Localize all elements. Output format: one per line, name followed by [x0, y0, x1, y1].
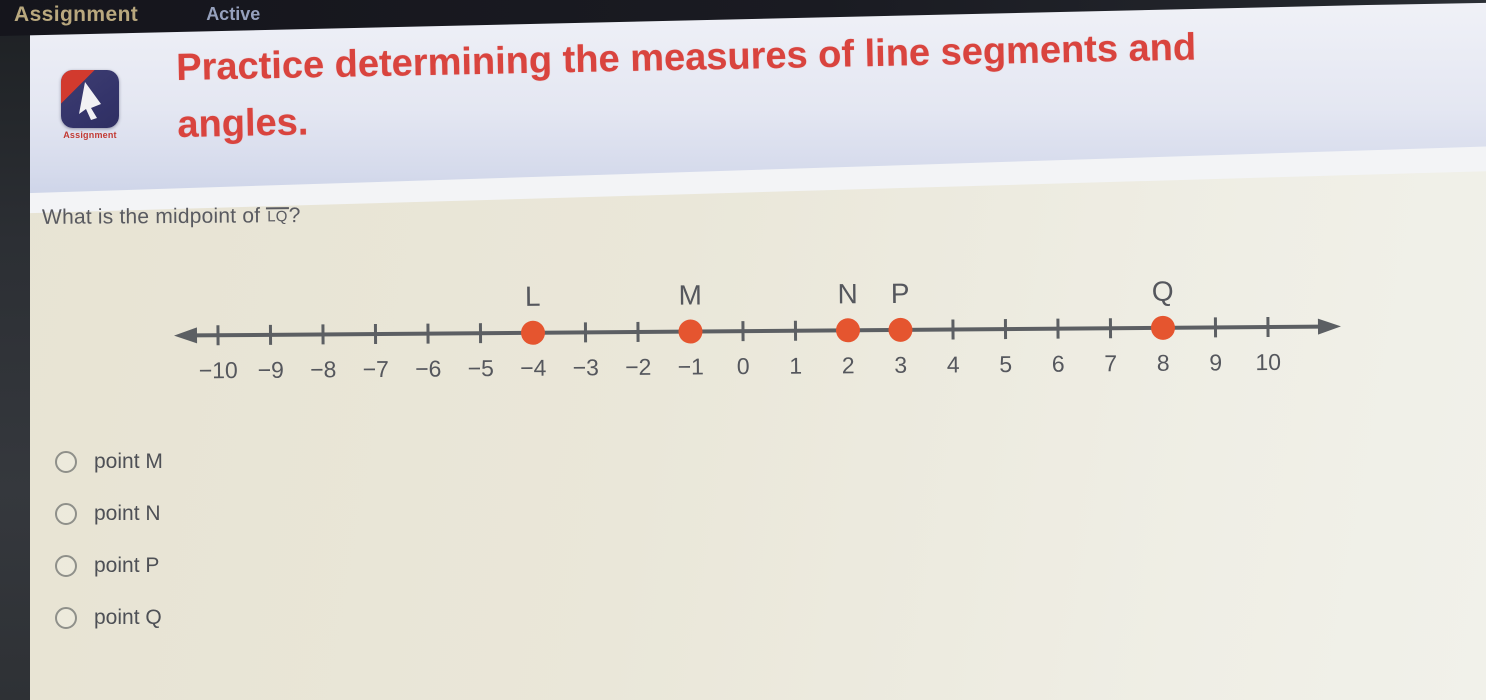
option-point-n[interactable]: point N — [55, 488, 163, 540]
question-text: What is the midpoint of LQ? — [42, 204, 301, 230]
question-prefix: What is the midpoint of — [41, 204, 267, 229]
point-label-L: L — [525, 281, 541, 312]
tick-label--1: −1 — [678, 353, 704, 379]
axis-arrow-left — [174, 327, 198, 344]
tick-label--2: −2 — [625, 354, 651, 380]
axis-arrow-right — [1317, 318, 1341, 335]
point-dot-Q — [1150, 315, 1175, 340]
option-label-point-n[interactable]: point N — [94, 502, 161, 525]
tick-label--8: −8 — [310, 356, 336, 382]
cursor-icon — [79, 82, 101, 120]
top-bar-active-status: Active — [206, 4, 261, 24]
option-label-point-m[interactable]: point M — [94, 450, 163, 473]
point-dot-L — [520, 320, 545, 345]
tick-label-10: 10 — [1255, 349, 1281, 375]
point-label-M: M — [678, 279, 702, 310]
radio-point-m[interactable] — [55, 451, 77, 473]
page-title: Practice determining the measures of lin… — [176, 20, 1198, 154]
top-bar-assignment-tab[interactable]: Assignment — [14, 3, 139, 26]
point-label-Q: Q — [1152, 276, 1174, 307]
answer-options: point M point N point P point Q — [55, 436, 163, 644]
point-dot-N — [835, 318, 860, 343]
tick-label-0: 0 — [737, 353, 750, 379]
tick-label-9: 9 — [1209, 349, 1222, 375]
assignment-icon-caption: Assignment — [63, 130, 117, 140]
point-label-P: P — [891, 278, 910, 309]
tick-label--9: −9 — [258, 357, 284, 383]
option-label-point-q[interactable]: point Q — [94, 606, 162, 629]
tick-label-1: 1 — [789, 353, 802, 379]
tick-label-8: 8 — [1157, 350, 1170, 376]
question-suffix: ? — [288, 204, 301, 228]
segment-notation-LQ: LQ — [266, 207, 289, 226]
radio-point-p[interactable] — [55, 555, 77, 577]
tick-label--6: −6 — [415, 355, 441, 381]
radio-point-n[interactable] — [55, 503, 77, 525]
tick-label-5: 5 — [999, 351, 1012, 377]
tick-label-2: 2 — [842, 352, 855, 378]
tick-label-3: 3 — [894, 352, 907, 378]
option-label-point-p[interactable]: point P — [94, 554, 160, 577]
option-point-m[interactable]: point M — [55, 436, 163, 488]
option-point-p[interactable]: point P — [55, 540, 163, 592]
tick-label--5: −5 — [468, 355, 494, 381]
number-line-diagram: −10 −9 −8 −7 −6 −5 −4 −3 −2 −1 0 1 2 3 4 5 6 7 8 9 10L M N P Q — [174, 276, 1341, 383]
screen-left-bezel — [0, 0, 30, 700]
tick-label--7: −7 — [363, 356, 389, 382]
point-dot-M — [678, 319, 703, 344]
option-point-q[interactable]: point Q — [55, 592, 163, 644]
tick-label-4: 4 — [947, 351, 960, 377]
tick-label-7: 7 — [1104, 350, 1117, 376]
tick-label--4: −4 — [520, 355, 547, 381]
assignment-icon: Assignment — [61, 70, 119, 140]
point-label-N: N — [837, 278, 857, 309]
tick-label-6: 6 — [1052, 351, 1065, 377]
number-line-axis — [192, 324, 1321, 338]
tick-label--10: −10 — [199, 357, 238, 383]
tick-label--3: −3 — [573, 354, 599, 380]
point-dot-P — [888, 317, 913, 342]
radio-point-q[interactable] — [55, 607, 77, 629]
assignment-icon-tile — [61, 70, 119, 128]
